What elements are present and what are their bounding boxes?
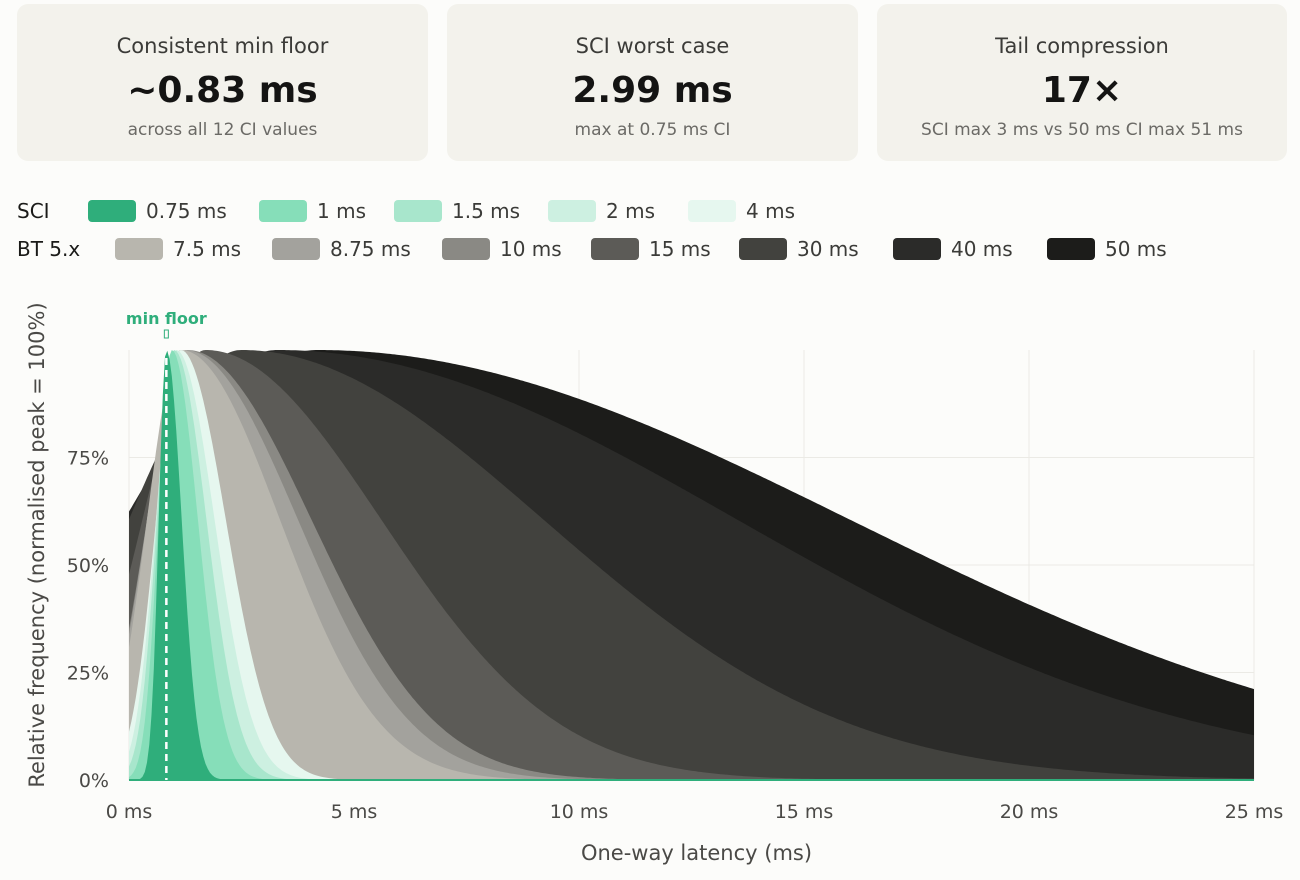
legend-label: 8.75 ms xyxy=(330,237,411,261)
stat-subtext: SCI max 3 ms vs 50 ms CI max 51 ms xyxy=(921,120,1243,140)
legend-row-bt: BT 5.x 7.5 ms 8.75 ms 10 ms 15 ms 30 ms 40 ms… xyxy=(17,234,1287,264)
legend-label: 7.5 ms xyxy=(173,237,242,261)
legend-label: 2 ms xyxy=(606,199,655,223)
legend-swatch xyxy=(394,200,442,222)
x-tick-label: 20 ms xyxy=(1000,801,1059,823)
min-floor-label: min floor xyxy=(126,309,207,328)
legend-label: 1 ms xyxy=(317,199,366,223)
legend-swatch xyxy=(442,238,490,260)
stat-value: 17× xyxy=(1041,70,1123,111)
stat-subtext: across all 12 CI values xyxy=(127,120,318,140)
series-area-1-5-ms xyxy=(129,350,1254,780)
legend-label: 1.5 ms xyxy=(452,199,521,223)
legend-swatch xyxy=(1047,238,1095,260)
legend-swatch xyxy=(591,238,639,260)
legend-label: 10 ms xyxy=(500,237,562,261)
legend-group-label: BT 5.x xyxy=(17,237,81,261)
x-tick-label: 5 ms xyxy=(331,801,378,823)
y-tick-label: 50% xyxy=(67,555,109,577)
legend-swatch xyxy=(272,238,320,260)
legend-label: 0.75 ms xyxy=(146,199,227,223)
y-tick-label: 25% xyxy=(67,663,109,685)
legend-row-sci: SCI 0.75 ms 1 ms 1.5 ms 2 ms 4 ms xyxy=(17,196,1287,226)
legend-label: 30 ms xyxy=(797,237,859,261)
legend-group-label: SCI xyxy=(17,199,50,223)
legend-label: 15 ms xyxy=(649,237,711,261)
stat-subtext: max at 0.75 ms CI xyxy=(574,120,731,140)
stat-card-tail-compression: Tail compression 17× SCI max 3 ms vs 50 … xyxy=(877,4,1287,161)
x-tick-label: 25 ms xyxy=(1225,801,1284,823)
legend-swatch xyxy=(88,200,136,222)
x-tick-label: 0 ms xyxy=(106,801,153,823)
y-tick-label: 0% xyxy=(79,770,109,792)
legend-label: 4 ms xyxy=(746,199,795,223)
legend-label: 50 ms xyxy=(1105,237,1167,261)
legend-swatch xyxy=(893,238,941,260)
stat-label: Tail compression xyxy=(995,34,1169,58)
legend-swatch xyxy=(739,238,787,260)
latency-distribution-chart: min floor 0 ms 5 ms 10 ms 15 ms 20 ms 25 ms 0%… xyxy=(25,302,1284,865)
stat-card-sci-worst-case: SCI worst case 2.99 ms max at 0.75 ms CI xyxy=(447,4,858,161)
y-tick-label: 75% xyxy=(67,448,109,470)
legend-swatch xyxy=(115,238,163,260)
series-area-15-ms xyxy=(129,350,1254,780)
x-tick-label: 15 ms xyxy=(775,801,834,823)
legend-swatch xyxy=(688,200,736,222)
x-tick-label: 10 ms xyxy=(550,801,609,823)
stat-label: Consistent min floor xyxy=(116,34,329,58)
stat-value: ~0.83 ms xyxy=(127,70,318,111)
x-axis-title: One-way latency (ms) xyxy=(581,841,812,865)
stat-value: 2.99 ms xyxy=(572,70,733,111)
stat-label: SCI worst case xyxy=(575,34,730,58)
min-floor-tick xyxy=(163,329,169,339)
legend-label: 40 ms xyxy=(951,237,1013,261)
y-axis-title: Relative frequency (normalised peak = 10… xyxy=(25,302,49,787)
legend-swatch xyxy=(259,200,307,222)
stat-card-min-floor: Consistent min floor ~0.83 ms across all… xyxy=(17,4,428,161)
legend-swatch xyxy=(548,200,596,222)
